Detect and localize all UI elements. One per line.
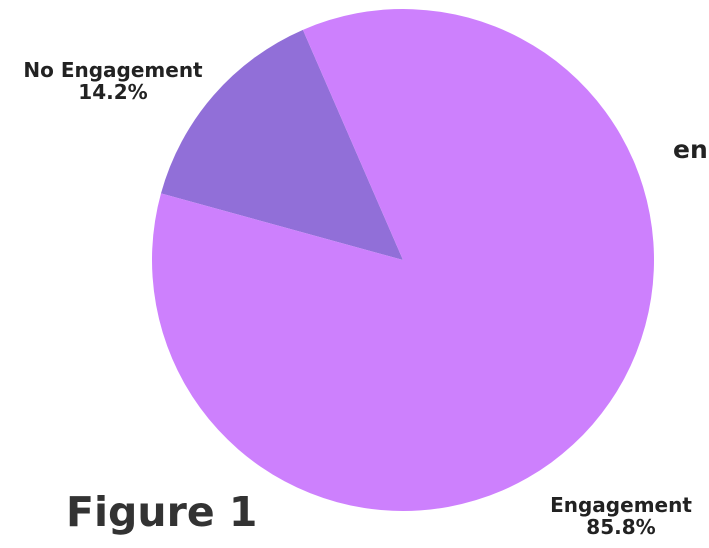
truncated-label: en (673, 135, 708, 164)
slice-name-engagement: Engagement (550, 493, 692, 517)
figure-caption: Figure 1 (66, 488, 258, 536)
slice-name-no-engagement: No Engagement (23, 58, 203, 82)
slice-percent-no-engagement: 14.2% (78, 80, 148, 104)
slice-label-engagement: Engagement 85.8% (532, 494, 709, 538)
pie-slice-no-engagement (160, 29, 403, 260)
slice-percent-engagement: 85.8% (586, 515, 656, 539)
pie-slice-engagement (152, 8, 655, 511)
slice-label-no-engagement: No Engagement 14.2% (2, 59, 224, 103)
